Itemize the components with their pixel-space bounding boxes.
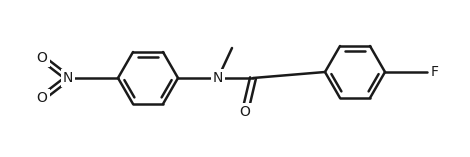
Text: N: N [213, 71, 223, 85]
Text: N: N [63, 71, 73, 85]
Text: O: O [37, 51, 47, 65]
Text: F: F [431, 65, 439, 79]
Text: O: O [37, 91, 47, 105]
Text: O: O [240, 105, 251, 119]
